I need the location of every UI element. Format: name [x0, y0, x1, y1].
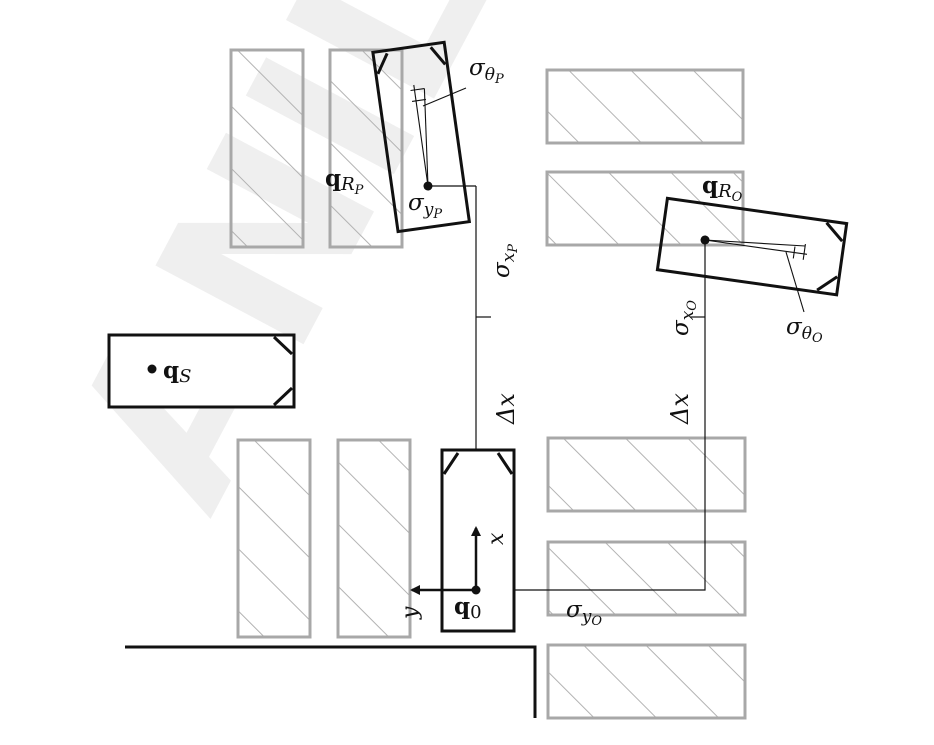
label-sigma-x-o: σxO	[668, 300, 700, 336]
robot-start	[410, 448, 516, 633]
robot-p	[371, 40, 472, 234]
label-q-rp: qRP	[325, 165, 364, 198]
robot-o	[655, 196, 849, 297]
parked-car-7	[546, 436, 747, 513]
sigma-theta-o-leader	[785, 251, 805, 313]
label-delta-x-left: Δx	[492, 393, 520, 425]
point-s	[147, 364, 157, 374]
label-delta-x-right: Δx	[666, 393, 694, 425]
parked-car-1	[229, 48, 305, 249]
label-q-0: q0	[454, 593, 482, 623]
label-q-s: qS	[163, 357, 191, 387]
label-sigma-theta-p: σθP	[469, 55, 504, 87]
parked-car-5	[236, 438, 312, 639]
label-axis-y: y	[398, 606, 423, 620]
parked-car-9	[546, 643, 747, 720]
parked-car-4	[545, 170, 745, 247]
label-axis-x: x	[484, 532, 509, 545]
label-q-ro: qRO	[702, 172, 743, 205]
parked-car-6	[336, 438, 412, 639]
parked-car-3	[545, 68, 745, 145]
label-sigma-y-p: σyP	[408, 190, 442, 222]
parked-car-8	[546, 540, 747, 617]
parked-car-2	[328, 48, 404, 249]
road-boundary	[125, 645, 537, 718]
obstacles	[229, 48, 747, 720]
label-sigma-theta-o: σθO	[786, 314, 823, 346]
robot-s	[107, 333, 296, 409]
label-sigma-y-o: σyO	[566, 597, 602, 629]
sigma-theta-p-leader	[422, 87, 467, 107]
origin-point	[471, 585, 481, 595]
label-sigma-x-p: σxP	[489, 244, 521, 278]
